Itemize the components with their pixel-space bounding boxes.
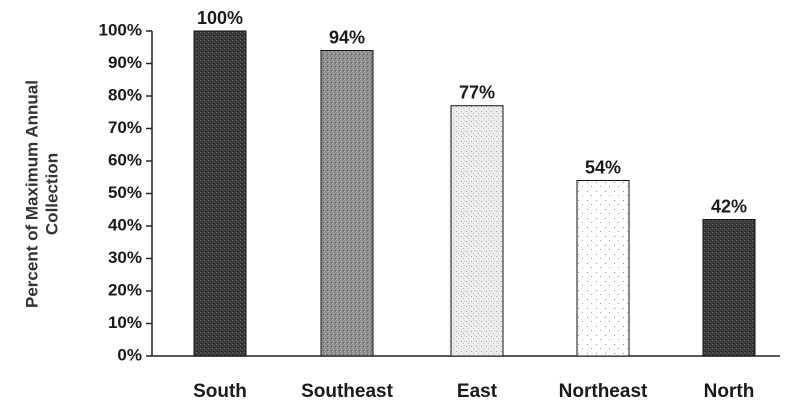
- category-labels: South Southeast East Northeast North: [193, 381, 754, 402]
- y-axis: 0% 10% 20% 30% 40% 50% 60% 70% 80% 90% 100%: [99, 20, 153, 364]
- bars: [193, 30, 756, 357]
- category-label-northeast: Northeast: [559, 381, 648, 402]
- category-label-southeast: Southeast: [301, 381, 394, 402]
- y-axis-title: Percent of Maximum Annual Collection: [22, 80, 61, 308]
- category-label-south: South: [193, 381, 247, 402]
- y-tick-label: 30%: [108, 248, 142, 267]
- y-tick-label: 20%: [108, 280, 142, 299]
- category-label-north: North: [704, 381, 755, 402]
- y-tick-label: 50%: [108, 183, 142, 202]
- y-tick-label: 40%: [108, 215, 142, 234]
- y-axis-title-line: Collection: [42, 153, 61, 235]
- y-tick-label: 0%: [117, 345, 142, 364]
- data-label-southeast: 94%: [329, 27, 365, 47]
- category-label-east: East: [457, 381, 498, 402]
- bar-northeast: [576, 180, 630, 357]
- bar-east: [450, 105, 504, 357]
- bar-southeast: [320, 50, 374, 357]
- y-tick-label: 90%: [108, 53, 142, 72]
- y-tick-label: 10%: [108, 313, 142, 332]
- data-label-northeast: 54%: [585, 157, 621, 177]
- y-tick-label: 80%: [108, 85, 142, 104]
- y-tick-label: 100%: [99, 20, 142, 39]
- data-label-north: 42%: [711, 196, 747, 216]
- data-label-south: 100%: [197, 8, 243, 28]
- bar-north: [702, 219, 756, 357]
- data-label-east: 77%: [459, 83, 495, 103]
- bar-south: [193, 30, 247, 357]
- y-tick-label: 70%: [108, 118, 142, 137]
- data-labels: 100% 94% 77% 54% 42%: [197, 8, 747, 217]
- y-axis-title-line: Percent of Maximum Annual: [22, 80, 41, 308]
- y-tick-label: 60%: [108, 150, 142, 169]
